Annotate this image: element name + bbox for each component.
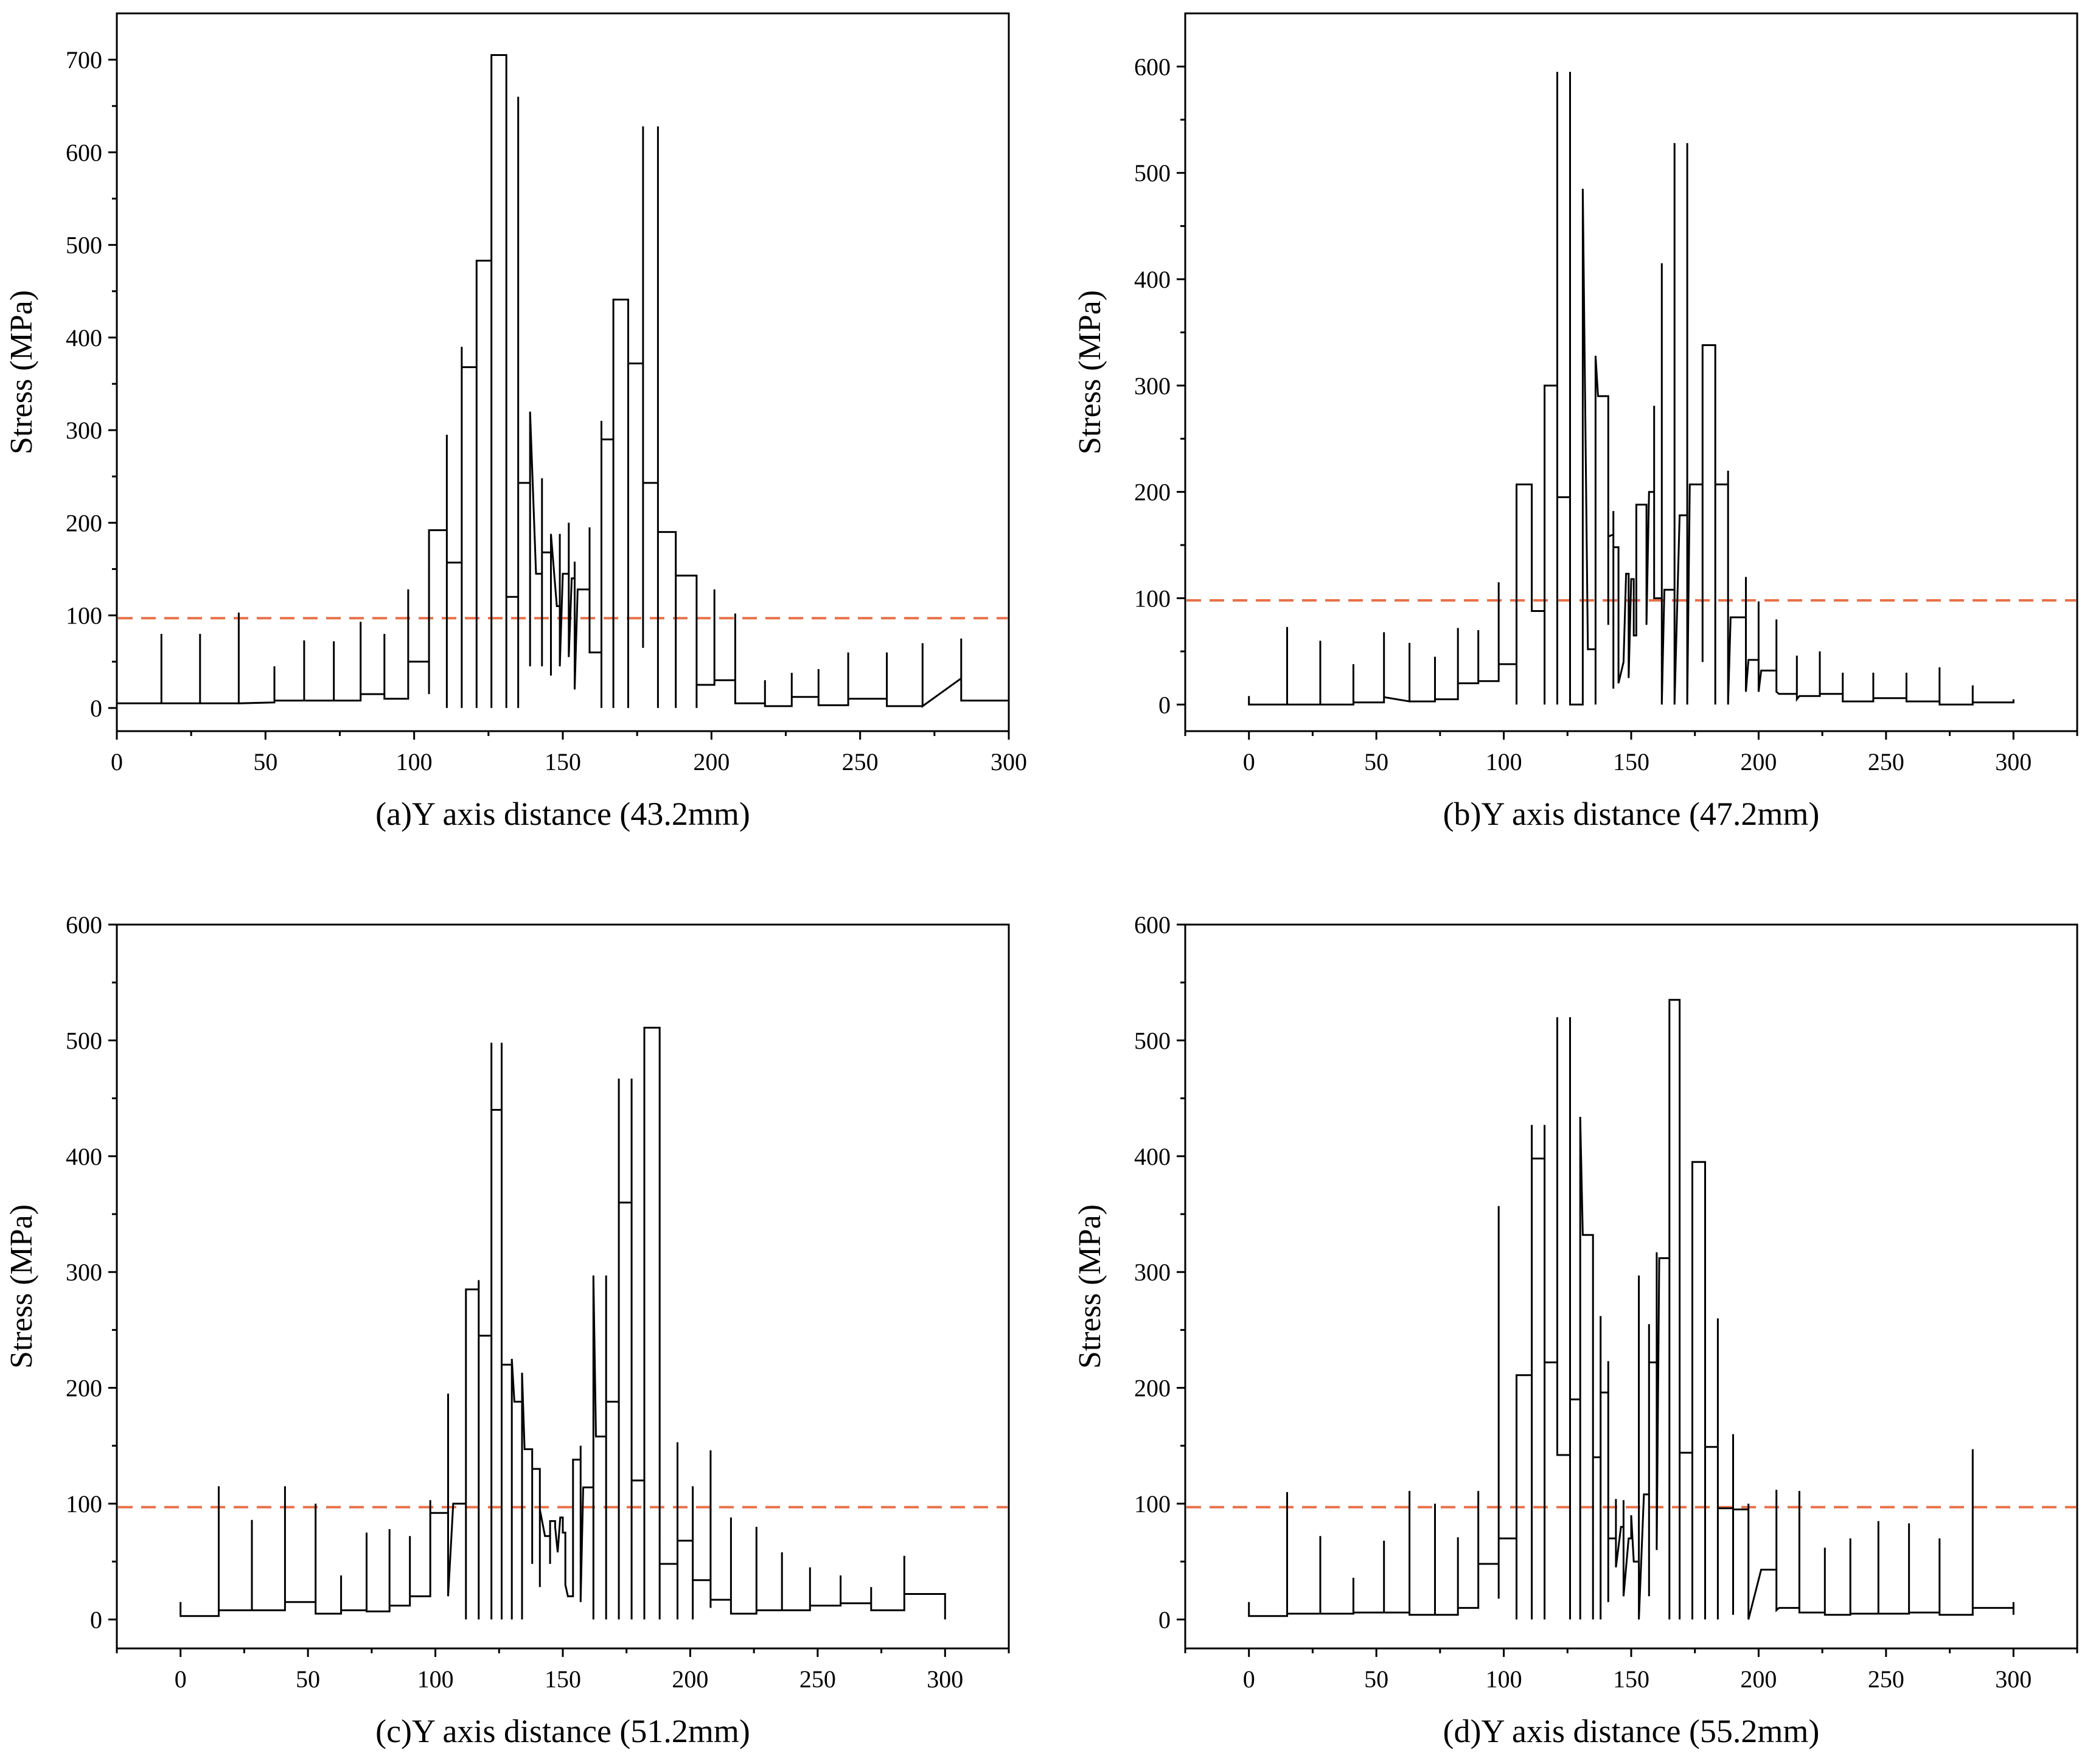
y-tick-label: 700 (66, 46, 102, 74)
y-tick-label: 400 (66, 324, 102, 352)
x-tick-label: 150 (545, 1665, 581, 1693)
y-tick-label: 600 (66, 139, 102, 166)
y-tick-label: 200 (66, 509, 102, 536)
y-axis-title: Stress (MPa) (4, 1204, 39, 1369)
y-axis-title: Stress (MPa) (1073, 290, 1107, 454)
plot-frame (1184, 12, 2078, 732)
y-tick-label: 200 (66, 1375, 102, 1402)
chart-panel-d: 0 50 100 150 200 250 300 0 100 200 300 400 500 600 Str… (1073, 911, 2078, 1749)
y-tick-label: 0 (1158, 1606, 1171, 1633)
x-tick-label: 100 (1486, 748, 1522, 776)
y-tick-label: 600 (1134, 53, 1171, 80)
y-tick-label: 500 (1134, 1027, 1171, 1054)
x-tick-label: 250 (799, 1665, 836, 1693)
chart-panel-b: 0 50 100 150 200 250 300 0 100 200 300 400 500 600 Str… (1073, 12, 2078, 832)
y-tick-label: 600 (1134, 911, 1171, 939)
y-tick-label: 500 (66, 1027, 102, 1054)
y-tick-label: 500 (66, 232, 102, 259)
y-tick-label: 600 (66, 911, 102, 939)
y-axis-title: Stress (MPa) (1073, 1204, 1107, 1369)
y-tick-label: 100 (66, 602, 102, 630)
stress-series-line (1248, 999, 2015, 1620)
stress-series-line (179, 1027, 946, 1620)
y-tick-label: 400 (1134, 266, 1171, 293)
y-tick-label: 300 (66, 1259, 102, 1286)
y-tick-label: 100 (66, 1490, 102, 1518)
y-tick-label: 0 (1158, 691, 1171, 718)
x-tick-label: 300 (1995, 748, 2032, 776)
x-tick-label: 250 (842, 748, 879, 776)
x-tick-label: 200 (1740, 748, 1777, 776)
x-tick-label: 50 (253, 748, 277, 776)
y-tick-label: 300 (1134, 1259, 1171, 1286)
plot-frame (116, 12, 1010, 732)
x-tick-label: 300 (1995, 1665, 2032, 1693)
y-tick-label: 100 (1134, 585, 1171, 612)
x-tick-label: 150 (1613, 1665, 1649, 1693)
panel-caption: (d)Y axis distance (55.2mm) (1443, 1713, 1820, 1749)
x-tick-label: 100 (396, 748, 433, 776)
x-tick-label: 300 (927, 1665, 963, 1693)
plot-frame (116, 923, 1010, 1650)
stress-series-line (1248, 72, 2015, 706)
y-tick-label: 200 (1134, 479, 1171, 506)
y-tick-label: 500 (1134, 159, 1171, 187)
x-tick-label: 50 (1364, 748, 1388, 776)
panel-caption: (b)Y axis distance (47.2mm) (1443, 796, 1820, 832)
y-tick-label: 400 (1134, 1143, 1171, 1170)
y-axis-title: Stress (MPa) (4, 290, 39, 454)
x-tick-label: 50 (296, 1665, 320, 1693)
x-tick-label: 0 (1243, 1665, 1255, 1693)
stress-series-line (117, 54, 1009, 708)
x-tick-label: 250 (1868, 1665, 1904, 1693)
x-tick-label: 300 (991, 748, 1027, 776)
y-tick-label: 0 (90, 695, 102, 722)
y-tick-label: 100 (1134, 1490, 1171, 1518)
x-tick-label: 200 (1740, 1665, 1777, 1693)
panel-caption: (a)Y axis distance (43.2mm) (375, 796, 750, 832)
y-tick-label: 400 (66, 1143, 102, 1170)
x-tick-label: 150 (545, 748, 581, 776)
x-tick-label: 200 (693, 748, 730, 776)
plot-frame (1184, 923, 2078, 1650)
y-tick-label: 300 (1134, 372, 1171, 400)
x-tick-label: 0 (1243, 748, 1255, 776)
y-tick-label: 0 (90, 1606, 102, 1633)
x-tick-label: 100 (417, 1665, 454, 1693)
x-tick-label: 200 (672, 1665, 708, 1693)
x-tick-label: 50 (1364, 1665, 1388, 1693)
x-tick-label: 250 (1868, 748, 1904, 776)
panel-caption: (c)Y axis distance (51.2mm) (375, 1713, 750, 1749)
chart-panel-a: 0 50 100 150 200 250 300 0 100 200 300 400 500 600 700… (4, 12, 1027, 832)
x-tick-label: 150 (1613, 748, 1649, 776)
chart-panel-c: 0 50 100 150 200 250 300 0 100 200 300 400 500 600 Str… (4, 911, 1010, 1749)
x-tick-label: 100 (1486, 1665, 1522, 1693)
x-tick-label: 0 (175, 1665, 187, 1693)
x-tick-label: 0 (111, 748, 123, 776)
y-tick-label: 300 (66, 417, 102, 444)
y-tick-label: 200 (1134, 1375, 1171, 1402)
